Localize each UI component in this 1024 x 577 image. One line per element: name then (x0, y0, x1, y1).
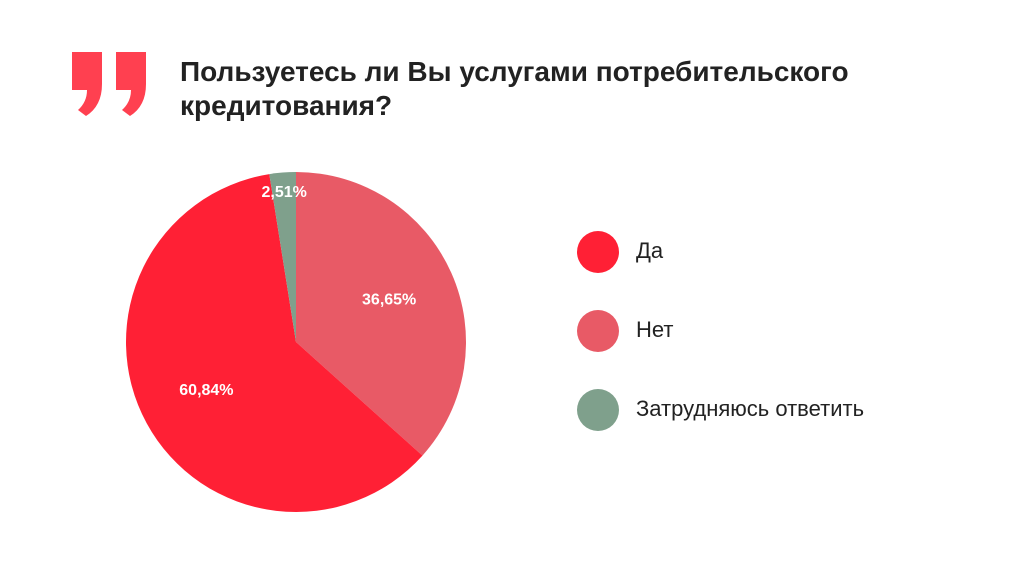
pie-slice (269, 172, 296, 342)
legend-label: Затрудняюсь ответить (636, 396, 864, 421)
chart-title: Пользуетесь ли Вы услугами потребительск… (180, 56, 849, 121)
data-label: 36,65% (362, 292, 416, 309)
quote-icon (72, 52, 146, 116)
data-label: 2,51% (262, 184, 307, 201)
legend-marker (577, 310, 619, 352)
legend-marker (577, 389, 619, 431)
legend-label: Нет (636, 317, 673, 342)
legend-label: Да (636, 238, 664, 263)
legend-marker (577, 231, 619, 273)
pie-slice (126, 174, 423, 512)
data-label: 60,84% (179, 382, 233, 399)
pie-slice (296, 172, 466, 456)
